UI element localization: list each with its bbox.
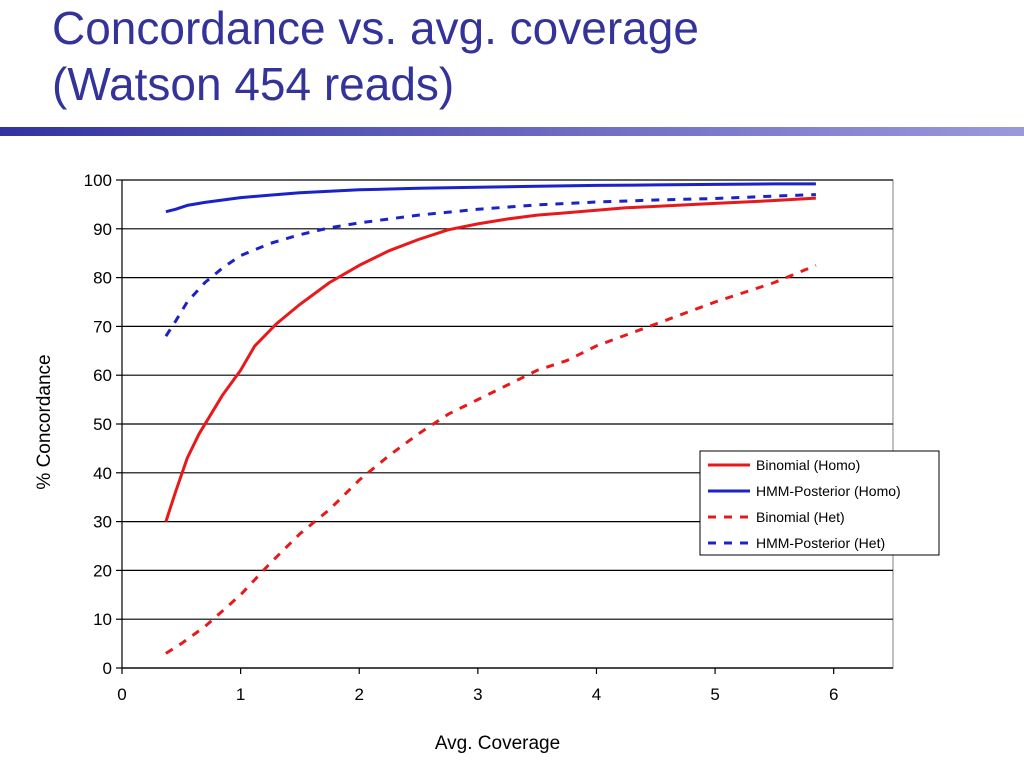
x-tick-label: 3 (473, 685, 482, 704)
legend-label: Binomial (Homo) (756, 457, 860, 473)
y-tick-label: 20 (93, 561, 112, 580)
x-tick-label: 0 (117, 685, 126, 704)
legend: Binomial (Homo) HMM-Posterior (Homo) Binom… (699, 450, 940, 556)
y-tick-label: 50 (93, 415, 112, 434)
x-axis-title: Avg. Coverage (435, 733, 560, 754)
legend-label: HMM-Posterior (Het) (756, 535, 885, 551)
y-tick-label: 10 (93, 610, 112, 629)
series-line-2 (165, 264, 817, 655)
legend-label: HMM-Posterior (Homo) (756, 483, 901, 499)
title-rule (0, 127, 1024, 136)
y-tick-label: 0 (103, 659, 112, 678)
x-tick-label: 4 (592, 685, 601, 704)
legend-box (699, 450, 940, 556)
slide-title: Concordance vs. avg. coverage (Watson 45… (52, 0, 1012, 112)
legend-label: Binomial (Het) (756, 509, 845, 525)
axes: 0 10 20 30 40 50 60 70 80 90 100 0 1 2 3 4 5 6 (84, 171, 893, 704)
y-axis-title: % Concordance (34, 354, 55, 489)
grid-lines (121, 179, 894, 669)
x-tick-label: 6 (829, 685, 838, 704)
series-line-1 (165, 182, 816, 214)
y-tick-label: 100 (84, 171, 112, 190)
x-tick-label: 2 (354, 685, 363, 704)
slide-title-line2: (Watson 454 reads) (52, 58, 455, 110)
y-tick-label: 60 (93, 366, 112, 385)
y-tick-label: 90 (93, 220, 112, 239)
y-tick-label: 80 (93, 269, 112, 288)
x-tick-label: 1 (236, 685, 245, 704)
series-lines (164, 182, 817, 655)
slide-title-line1: Concordance vs. avg. coverage (52, 2, 699, 54)
y-tick-label: 30 (93, 513, 112, 532)
y-tick-label: 40 (93, 464, 112, 483)
x-tick-label: 5 (710, 685, 719, 704)
y-tick-label: 70 (93, 317, 112, 336)
series-line-0 (164, 196, 816, 523)
series-line-3 (164, 193, 816, 338)
